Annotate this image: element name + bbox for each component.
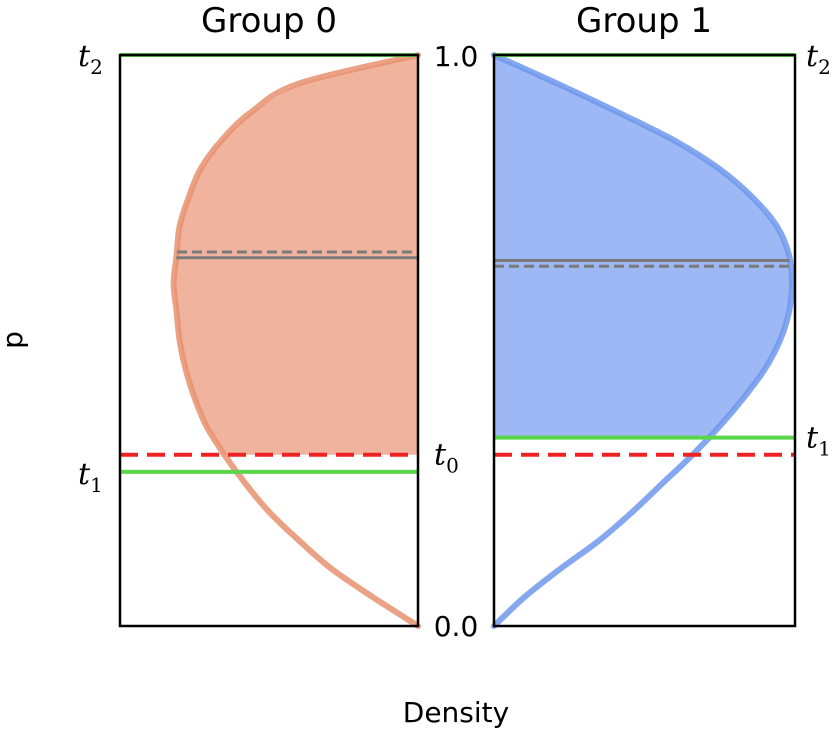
y-tick-bottom: 0.0 xyxy=(434,610,479,643)
panel-group-0 xyxy=(118,52,421,629)
threshold-label-t1-group-1: t1 xyxy=(806,421,831,461)
panel-title-group-0: Group 0 xyxy=(201,1,337,41)
density-curve-group-0 xyxy=(170,52,421,629)
threshold-label-t0: t0 xyxy=(434,438,459,478)
panel-frame-group-1 xyxy=(492,53,797,628)
density-curve-group-1 xyxy=(491,52,795,629)
panel-group-1 xyxy=(491,52,797,629)
threshold-label-t1-group-0: t1 xyxy=(78,457,103,497)
density-fill-group-0 xyxy=(173,55,418,455)
threshold-label-t2-group-1: t2 xyxy=(806,39,831,79)
x-axis-label: Density xyxy=(403,696,509,729)
y-axis-label: p xyxy=(0,331,29,349)
panel-title-group-1: Group 1 xyxy=(576,1,712,41)
panel-frame-group-0 xyxy=(118,53,420,628)
density-fill-group-1 xyxy=(494,55,792,438)
threshold-label-t2-group-0: t2 xyxy=(78,39,103,79)
y-tick-top: 1.0 xyxy=(434,40,479,73)
